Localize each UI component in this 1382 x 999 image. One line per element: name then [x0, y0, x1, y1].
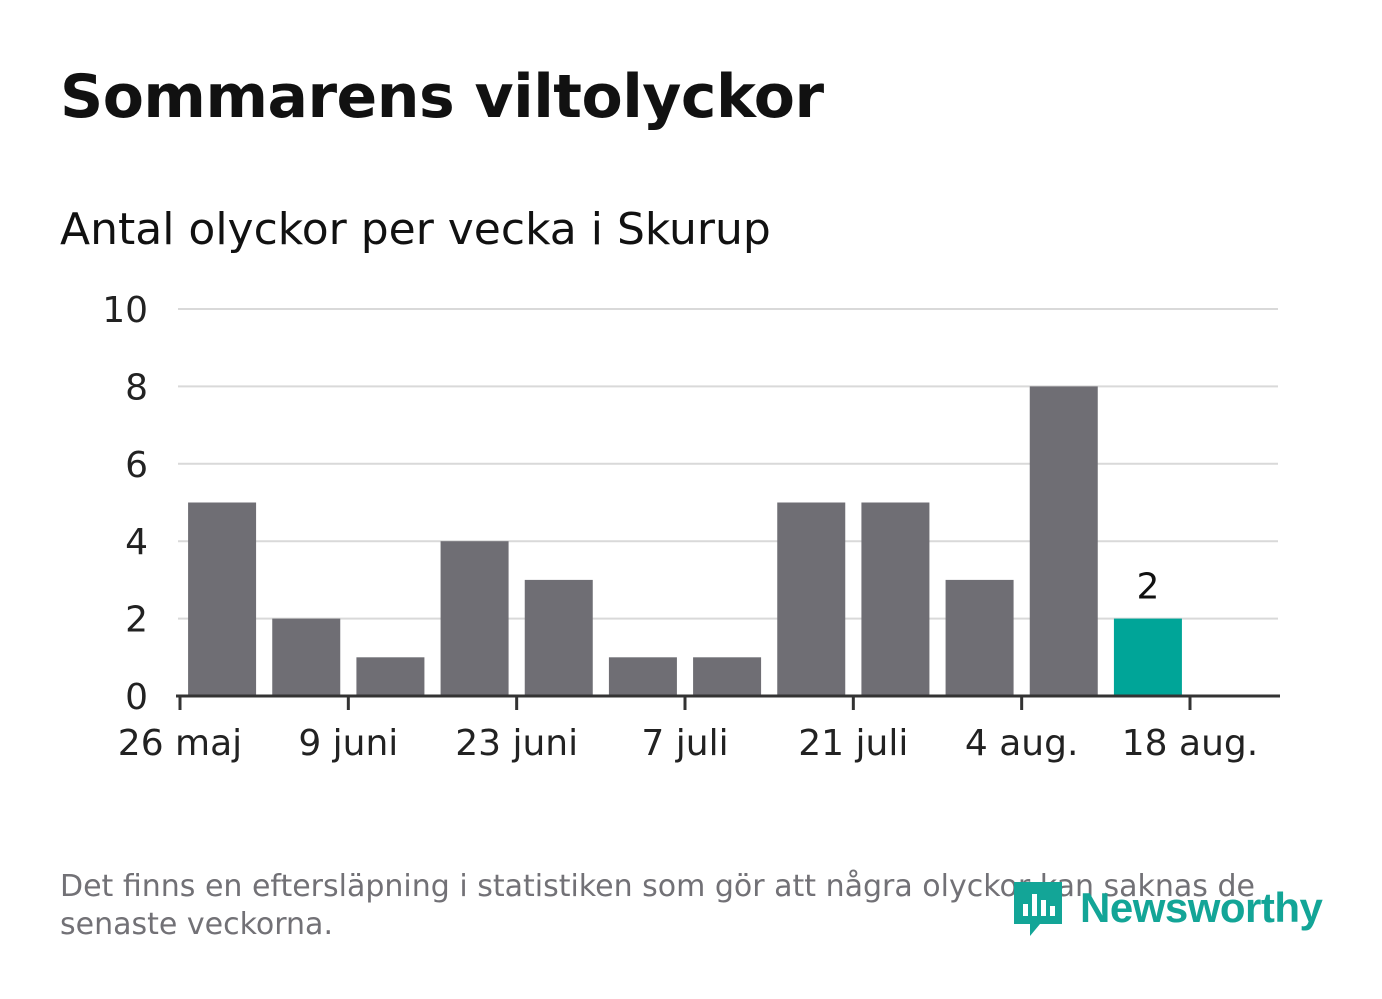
x-tick-label: 7 juli: [641, 723, 728, 764]
bar: [608, 657, 677, 696]
bars: [188, 386, 1182, 696]
bar: [188, 502, 257, 696]
bar: [272, 618, 341, 696]
bar: [777, 502, 846, 696]
bar: [356, 657, 425, 696]
x-tick-label: 21 juli: [798, 723, 908, 764]
bar: [693, 657, 762, 696]
y-tick-label: 0: [125, 677, 148, 718]
data-label: 2: [1136, 567, 1159, 608]
bar: [524, 579, 593, 696]
x-tick-label: 23 juni: [455, 723, 578, 764]
y-tick-label: 8: [125, 367, 148, 408]
tick-labels: 0 2 4 6 8 10 2 26 maj 9 juni 23 juni 7 juli 21 juli…: [102, 290, 1258, 764]
y-tick-label: 2: [125, 600, 148, 641]
bar: [861, 502, 930, 696]
chart-title: Sommarens viltolyckor: [60, 62, 824, 132]
x-tick-label: 9 juni: [298, 723, 398, 764]
bar-highlight: [1113, 618, 1182, 696]
y-tick-label: 4: [125, 522, 148, 563]
newsworthy-logo-icon: [1014, 882, 1062, 936]
axes: [176, 694, 1280, 710]
bar-chart: 0 2 4 6 8 10 2 26 maj 9 juni 23 juni 7 juli 21 juli…: [102, 290, 1280, 764]
x-tick-label: 26 maj: [118, 723, 242, 764]
x-tick-label: 4 aug.: [965, 723, 1079, 764]
chart-subtitle: Antal olyckor per vecka i Skurup: [60, 204, 771, 255]
bar: [1029, 386, 1098, 696]
bar: [440, 541, 509, 696]
y-tick-label: 10: [102, 290, 148, 331]
grid-lines: [178, 308, 1278, 620]
bar: [945, 579, 1014, 696]
brand-name: Newsworthy: [1080, 884, 1323, 931]
y-tick-label: 6: [125, 445, 148, 486]
brand-logo: Newsworthy: [1010, 876, 1323, 940]
x-tick-label: 18 aug.: [1122, 723, 1258, 764]
